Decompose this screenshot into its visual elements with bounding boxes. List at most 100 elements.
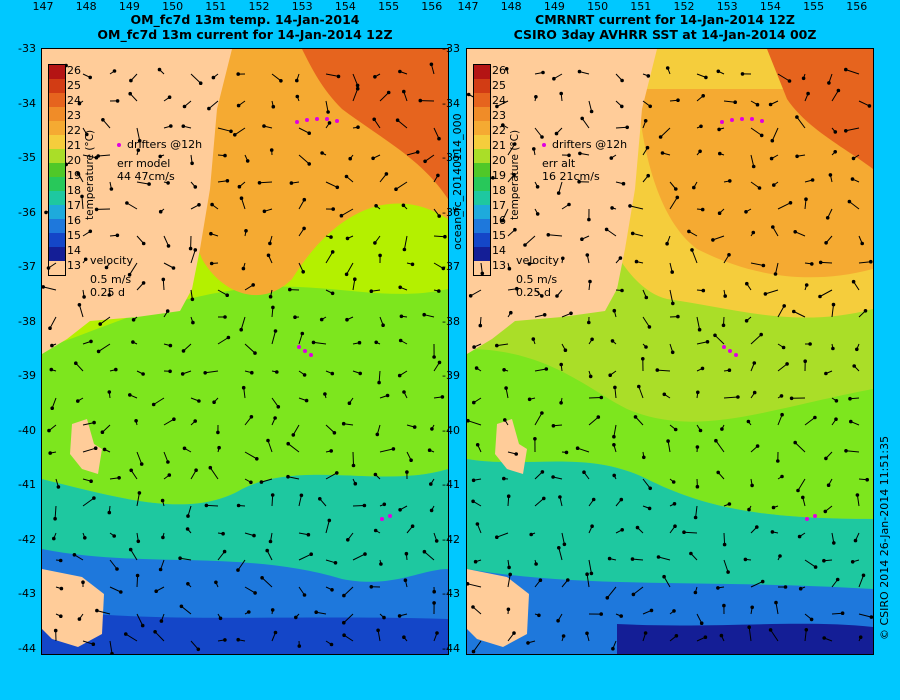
velocity-arrow-head <box>307 162 312 166</box>
velocity-arrow-head <box>221 531 225 536</box>
velocity-arrow-head <box>440 395 445 399</box>
velocity-arrow-head <box>279 79 283 83</box>
right-lat-label-m35: -35 <box>442 151 460 164</box>
velocity-arrow-head <box>673 524 677 529</box>
velocity-arrow-head <box>509 310 513 315</box>
velocity-arrow-head <box>435 631 439 635</box>
velocity-arrow-head <box>98 322 103 326</box>
velocity-arrow-head <box>542 313 547 317</box>
velocity-arrow <box>777 363 788 372</box>
velocity-arrow <box>129 262 138 275</box>
velocity-arrow-head <box>218 616 223 621</box>
velocity-arrow-head <box>112 534 116 538</box>
velocity-arrow-head <box>752 361 757 365</box>
velocity-arrow-head <box>561 634 566 638</box>
colorbar-tick-label: 13 <box>492 259 506 272</box>
velocity-arrow-head <box>409 458 413 463</box>
velocity-arrow-head <box>114 367 118 372</box>
velocity-arrow-head <box>833 150 838 154</box>
colorbar-swatch <box>474 121 490 135</box>
velocity-arrow-head <box>495 343 499 348</box>
left-colorbar <box>48 64 66 276</box>
velocity-arrow <box>352 451 354 466</box>
velocity-arrow-head <box>266 438 270 443</box>
velocity-arrow <box>298 553 312 561</box>
colorbar-swatch <box>474 191 490 205</box>
velocity-arrow <box>777 414 783 426</box>
velocity-arrow-head <box>832 541 836 545</box>
velocity-arrow-head <box>371 156 375 161</box>
velocity-arrow-head <box>714 438 718 443</box>
velocity-arrow-head <box>214 580 218 585</box>
velocity-arrow-head <box>131 340 135 344</box>
velocity-arrow-head <box>855 493 860 497</box>
velocity-arrow-head <box>728 179 732 183</box>
velocity-arrow <box>163 418 175 426</box>
velocity-arrow-head <box>190 161 194 166</box>
velocity-arrow-head <box>768 628 773 632</box>
velocity-arrow-head <box>502 368 506 372</box>
velocity-arrow-head <box>100 430 105 435</box>
left-err-value: 44 47cm/s <box>117 170 175 183</box>
colorbar-swatch <box>49 121 65 135</box>
velocity-arrow <box>642 478 651 489</box>
velocity-arrow <box>696 316 701 330</box>
colorbar-tick-label: 24 <box>492 94 506 107</box>
velocity-arrow-head <box>320 151 324 155</box>
velocity-arrow-head <box>662 574 666 579</box>
left-lon-label-155: 155 <box>378 0 400 13</box>
velocity-arrow <box>241 198 246 210</box>
velocity-arrow-head <box>372 117 377 122</box>
colorbar-swatch <box>49 107 65 121</box>
velocity-arrow-head <box>265 548 269 553</box>
velocity-arrow <box>217 127 232 132</box>
left-lon-label-149: 149 <box>118 0 140 13</box>
velocity-arrow <box>190 73 202 84</box>
colorbar-tick-label: 23 <box>67 109 81 122</box>
velocity-arrow-head <box>804 283 809 287</box>
velocity-arrow <box>325 100 329 113</box>
velocity-arrow <box>325 73 339 77</box>
velocity-arrow-head <box>512 172 516 177</box>
velocity-arrow-head <box>180 372 185 376</box>
left-velocity-scale2: 0.25 d <box>90 286 125 299</box>
velocity-arrow-head <box>861 573 866 578</box>
velocity-arrow-head <box>311 340 316 345</box>
velocity-arrow-head <box>302 373 307 377</box>
velocity-arrow-head <box>207 106 211 111</box>
velocity-arrow <box>136 575 139 588</box>
velocity-arrow-head <box>828 173 833 177</box>
velocity-arrow-head <box>745 281 749 286</box>
left-lon-label-148: 148 <box>75 0 97 13</box>
velocity-arrow-head <box>181 349 186 353</box>
velocity-arrow <box>267 440 273 453</box>
velocity-arrow-head <box>327 518 332 523</box>
velocity-arrow-head <box>96 349 101 354</box>
velocity-arrow-head <box>167 473 172 477</box>
velocity-arrow <box>633 586 644 595</box>
velocity-arrow-head <box>690 248 694 252</box>
velocity-arrow-head <box>273 630 278 635</box>
colorbar-swatch <box>474 107 490 121</box>
velocity-arrow-head <box>557 546 561 550</box>
velocity-arrow-head <box>823 509 828 514</box>
velocity-arrow-head <box>744 319 749 323</box>
velocity-arrow-head <box>158 154 162 159</box>
velocity-arrow-head <box>295 78 299 83</box>
velocity-arrow-head <box>755 444 760 448</box>
velocity-arrow-head <box>48 326 52 331</box>
left-lat-label-m43: -43 <box>18 587 36 600</box>
velocity-arrow-head <box>834 417 838 422</box>
velocity-arrow-head <box>286 474 290 479</box>
velocity-arrow <box>433 235 445 238</box>
velocity-arrow-head <box>191 320 195 325</box>
right-lon-label-151: 151 <box>630 0 652 13</box>
velocity-arrow-head <box>665 241 669 246</box>
colorbar-tick-label: 21 <box>492 139 506 152</box>
velocity-arrow-head <box>373 75 377 79</box>
velocity-arrow-head <box>752 390 757 395</box>
velocity-arrow-head <box>508 572 513 577</box>
velocity-arrow <box>82 447 96 453</box>
velocity-arrow-head <box>402 247 407 252</box>
velocity-arrow-head <box>676 314 680 319</box>
